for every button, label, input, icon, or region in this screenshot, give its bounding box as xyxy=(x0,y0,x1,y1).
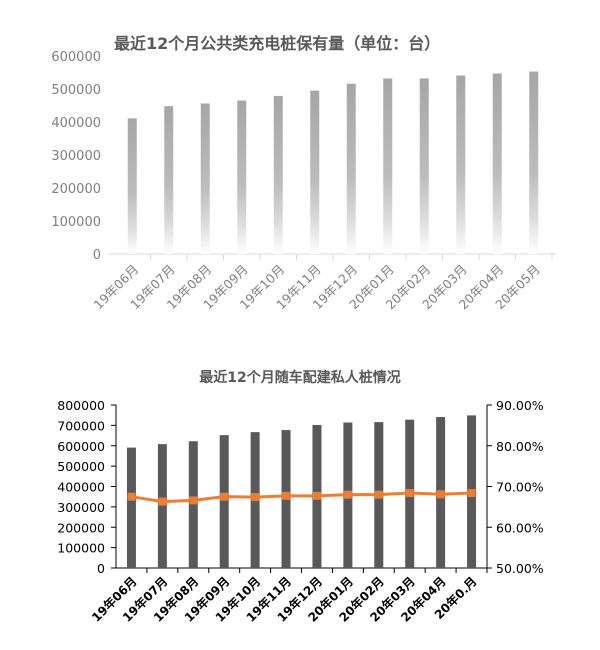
chart1-y-axis: 0 100000 200000 300000 400000 500000 600000 xyxy=(51,50,101,263)
chart2-y2-tick-label: 80.00% xyxy=(496,439,544,454)
chart1-y-tick-label: 100000 xyxy=(51,215,101,230)
chart2-ratio-point xyxy=(405,489,414,498)
chart1-bar xyxy=(200,103,210,255)
chart2-y-axis-right: 50.00% 60.00% 70.00% 80.00% 90.00% xyxy=(487,398,544,576)
chart2-ratio-point xyxy=(374,490,383,499)
chart2-y2-tick-label: 60.00% xyxy=(496,520,544,535)
chart2-y-tick-label: 700000 xyxy=(57,418,105,433)
chart2-y2-tick-label: 70.00% xyxy=(496,480,544,495)
chart2-ratio-point xyxy=(436,490,445,499)
chart1-bar xyxy=(492,73,502,255)
chart1-y-tick-label: 500000 xyxy=(51,83,101,98)
chart2-title: 最近12个月随车配建私人桩情况 xyxy=(199,369,400,386)
chart1-bar xyxy=(127,118,137,255)
chart1-y-tick-label: 200000 xyxy=(51,182,101,197)
chart1-bar xyxy=(310,90,320,255)
chart2-y-tick-label: 0 xyxy=(97,561,105,576)
chart2-ratio-point xyxy=(189,496,198,505)
chart2-y-tick-label: 300000 xyxy=(57,500,105,515)
chart1-bar xyxy=(383,78,393,254)
chart1-y-tick-label: 300000 xyxy=(51,149,101,164)
chart2-y2-tick-label: 50.00% xyxy=(496,561,544,576)
chart2-ratio-point xyxy=(282,491,291,500)
chart1-title: 最近12个月公共类充电桩保有量（单位：台） xyxy=(114,34,440,53)
chart1-y-tick-label: 400000 xyxy=(51,116,101,131)
chart2-y-axis-left: 0 100000 200000 300000 400000 500000 600000 700… xyxy=(57,398,116,576)
chart2-y-tick-label: 800000 xyxy=(57,398,105,413)
chart2-ratio-point xyxy=(220,492,229,501)
chart1-y-tick-label: 0 xyxy=(93,248,101,263)
chart2-y-tick-label: 500000 xyxy=(57,459,105,474)
chart1-y-tick-label: 600000 xyxy=(51,50,101,65)
chart2-ratio-point xyxy=(312,491,321,500)
chart2-x-axis: 19年06月19年07月19年08月19年09月19年10月19年11月19年1… xyxy=(88,568,488,625)
chart2-y-tick-label: 200000 xyxy=(57,520,105,535)
chart2-bar xyxy=(219,435,229,568)
chart1-bar xyxy=(237,100,247,254)
chart2-ratio-point xyxy=(343,490,352,499)
chart2-y-tick-label: 600000 xyxy=(57,439,105,454)
chart1-bars xyxy=(127,71,539,255)
chart1-bar xyxy=(529,71,539,254)
chart1-bar xyxy=(164,106,174,254)
chart2-bars xyxy=(126,415,477,568)
chart2-bar xyxy=(126,447,136,568)
chart1-bar xyxy=(456,75,466,254)
chart1-bar xyxy=(346,83,356,254)
chart2-ratio-point xyxy=(251,493,260,502)
chart1-bar xyxy=(273,95,283,255)
chart2-y2-tick-label: 90.00% xyxy=(496,398,544,413)
chart2-y-tick-label: 100000 xyxy=(57,541,105,556)
chart2-ratio-point xyxy=(467,489,476,498)
chart2-bar xyxy=(188,441,198,568)
chart2-ratio-line xyxy=(127,489,476,506)
chart2-ratio-line-path xyxy=(131,491,472,504)
chart-public-chargers: 最近12个月公共类充电桩保有量（单位：台） 0 100000 200000 30000… xyxy=(51,34,556,312)
chart1-bar xyxy=(419,78,429,254)
chart2-y-tick-label: 400000 xyxy=(57,480,105,495)
chart2-ratio-point xyxy=(158,497,167,506)
chart2-ratio-point xyxy=(127,492,136,501)
chart2-bar xyxy=(157,444,167,568)
